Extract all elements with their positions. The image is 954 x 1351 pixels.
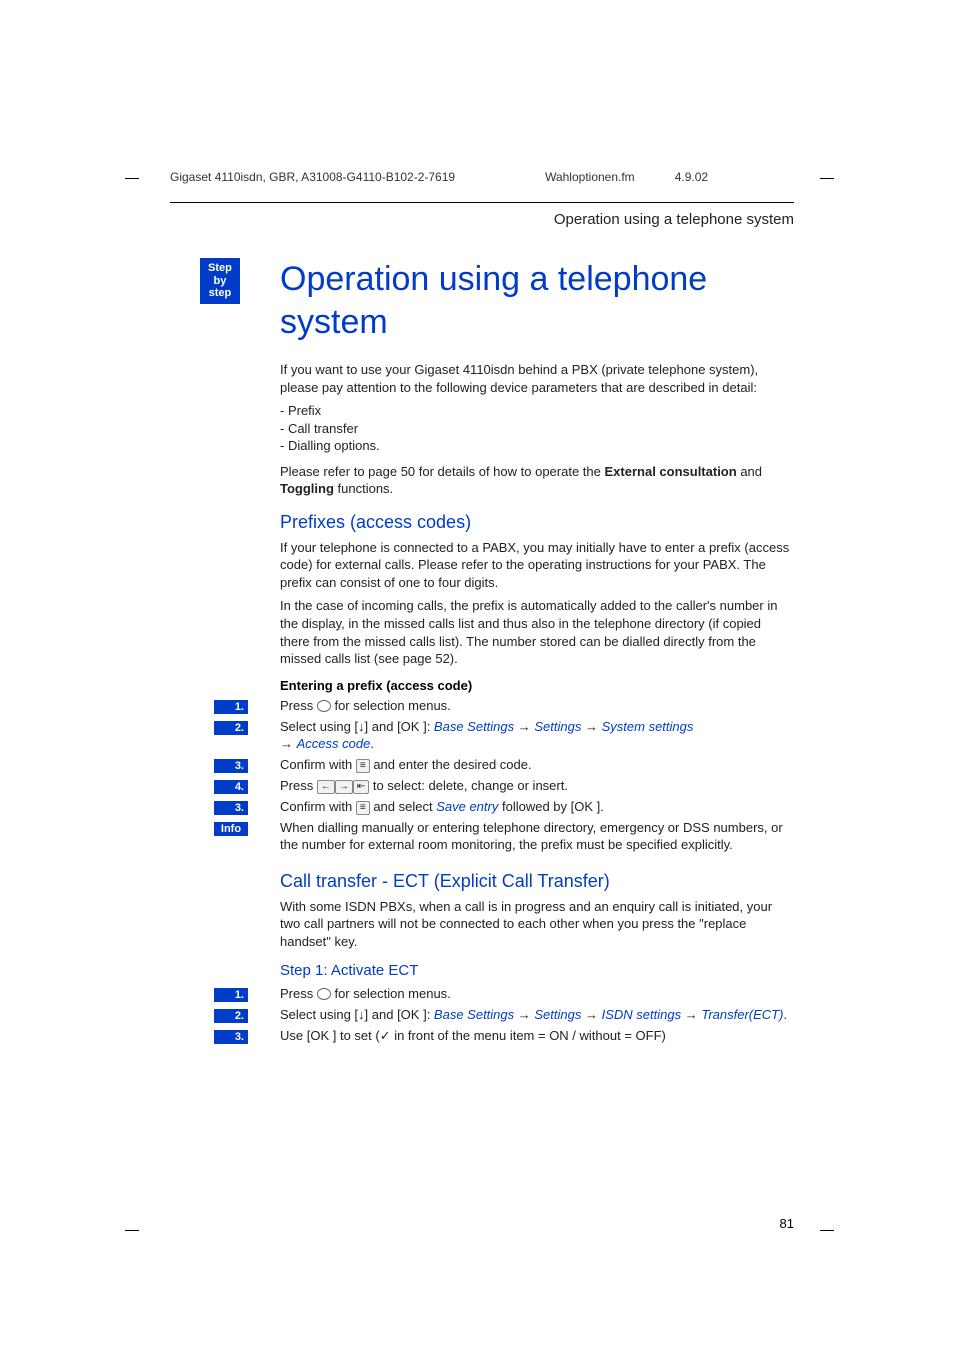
menu-link: ISDN settings [602, 1007, 681, 1022]
menu-link: Settings [534, 1007, 581, 1022]
arrow-icon: → [585, 719, 598, 734]
menu-key-icon: ≡ [356, 801, 370, 815]
text: and enter the desired code. [370, 757, 532, 772]
step-text: Confirm with ≡ and select Save entry fol… [280, 798, 794, 816]
section-ect: Call transfer - ECT (Explicit Call Trans… [280, 871, 794, 892]
arrow-icon: → [685, 1007, 698, 1022]
text: . [783, 1007, 787, 1022]
left-key-icon: ← [317, 780, 335, 794]
arrow-icon: → [585, 1007, 598, 1022]
main-column: Operation using a telephone system If yo… [280, 258, 794, 697]
step-text: Select using [↓] and [OK ]: Base Setting… [280, 1006, 794, 1024]
step-text: Use [OK ] to set (✓ in front of the menu… [280, 1027, 794, 1045]
arrow-icon: → [518, 719, 531, 734]
text: and [737, 464, 762, 479]
title-row: Step by step Operation using a telephone… [170, 258, 794, 697]
step-row: 3. Confirm with ≡ and enter the desired … [170, 756, 794, 774]
header-row: Gigaset 4110isdn, GBR, A31008-G4110-B102… [170, 170, 794, 184]
step-row: 3. Use [OK ] to set (✓ in front of the m… [170, 1027, 794, 1045]
menu-link: Access code [297, 736, 371, 751]
step-text: Press for selection menus. [280, 697, 794, 715]
text: Confirm with [280, 799, 356, 814]
section-prefixes: Prefixes (access codes) [280, 512, 794, 533]
step-number-badge: 4. [214, 780, 248, 794]
crop-mark [820, 1230, 834, 1231]
badge-line: step [209, 287, 232, 299]
text: Please refer to page 50 for details of h… [280, 464, 605, 479]
intro-bullet: - Dialling options. [280, 437, 794, 455]
arrow-icon: → [280, 736, 293, 751]
step-number-badge: 2. [214, 1009, 248, 1023]
page-title: Operation using a telephone system [280, 258, 794, 343]
back-key-icon: ⇤ [353, 780, 369, 794]
badge-line: by [214, 275, 227, 287]
intro-bullet: - Call transfer [280, 420, 794, 438]
menu-link: Base Settings [434, 1007, 514, 1022]
text: Select using [↓] and [OK ]: [280, 719, 434, 734]
header-right: 4.9.02 [675, 170, 708, 184]
step-text: Press ←→⇤ to select: delete, change or i… [280, 777, 794, 795]
text: . [370, 736, 374, 751]
step-row: 3. Confirm with ≡ and select Save entry … [170, 798, 794, 816]
step-number-badge: 2. [214, 721, 248, 735]
text: and select [370, 799, 437, 814]
info-row: Info When dialling manually or entering … [170, 819, 794, 854]
header-middle: Wahloptionen.fm [545, 170, 635, 184]
prefixes-p2: In the case of incoming calls, the prefi… [280, 597, 794, 667]
gutter: Step by step [170, 258, 280, 697]
step-number-badge: 1. [214, 988, 248, 1002]
step-row: 2. Select using [↓] and [OK ]: Base Sett… [170, 718, 794, 753]
menu-link: Save entry [436, 799, 498, 814]
step-number-badge: 3. [214, 801, 248, 815]
step-row: 2. Select using [↓] and [OK ]: Base Sett… [170, 1006, 794, 1024]
info-text: When dialling manually or entering telep… [280, 819, 794, 854]
step-number-badge: 3. [214, 759, 248, 773]
step-text: Confirm with ≡ and enter the desired cod… [280, 756, 794, 774]
text: functions. [334, 481, 393, 496]
text-bold: Toggling [280, 481, 334, 496]
page: Gigaset 4110isdn, GBR, A31008-G4110-B102… [0, 0, 954, 1048]
menu-link: Base Settings [434, 719, 514, 734]
arrow-icon: → [518, 1007, 531, 1022]
header-rule [170, 202, 794, 203]
ect-block: Call transfer - ECT (Explicit Call Trans… [170, 857, 794, 986]
menu-key-icon: ≡ [356, 759, 370, 773]
nav-disc-icon [317, 988, 331, 1000]
crop-mark [125, 1230, 139, 1231]
entering-prefix-heading: Entering a prefix (access code) [280, 678, 794, 693]
intro-bullet: - Prefix [280, 402, 794, 420]
header-left: Gigaset 4110isdn, GBR, A31008-G4110-B102… [170, 170, 455, 184]
menu-link: Settings [534, 719, 581, 734]
badge-line: Step [208, 262, 232, 274]
text-bold: External consultation [605, 464, 737, 479]
menu-link: Transfer(ECT) [701, 1007, 783, 1022]
prefixes-p1: If your telephone is connected to a PABX… [280, 539, 794, 592]
step-by-step-badge: Step by step [200, 258, 240, 304]
intro-refer: Please refer to page 50 for details of h… [280, 463, 794, 498]
running-head: Operation using a telephone system [170, 211, 794, 228]
step-row: 1. Press for selection menus. [170, 697, 794, 715]
text: Select using [↓] and [OK ]: [280, 1007, 434, 1022]
step-text: Press for selection menus. [280, 985, 794, 1003]
step-row: 1. Press for selection menus. [170, 985, 794, 1003]
ect-p1: With some ISDN PBXs, when a call is in p… [280, 898, 794, 951]
step-number-badge: 3. [214, 1030, 248, 1044]
menu-link: System settings [602, 719, 694, 734]
info-badge: Info [214, 822, 248, 836]
step-row: 4. Press ←→⇤ to select: delete, change o… [170, 777, 794, 795]
ect-step1-heading: Step 1: Activate ECT [280, 962, 794, 979]
text: Confirm with [280, 757, 356, 772]
step-text: Select using [↓] and [OK ]: Base Setting… [280, 718, 794, 753]
text: followed by [OK ]. [498, 799, 604, 814]
intro-paragraph: If you want to use your Gigaset 4110isdn… [280, 361, 794, 396]
nav-disc-icon [317, 700, 331, 712]
right-key-icon: → [335, 780, 353, 794]
step-number-badge: 1. [214, 700, 248, 714]
page-number: 81 [780, 1216, 794, 1231]
